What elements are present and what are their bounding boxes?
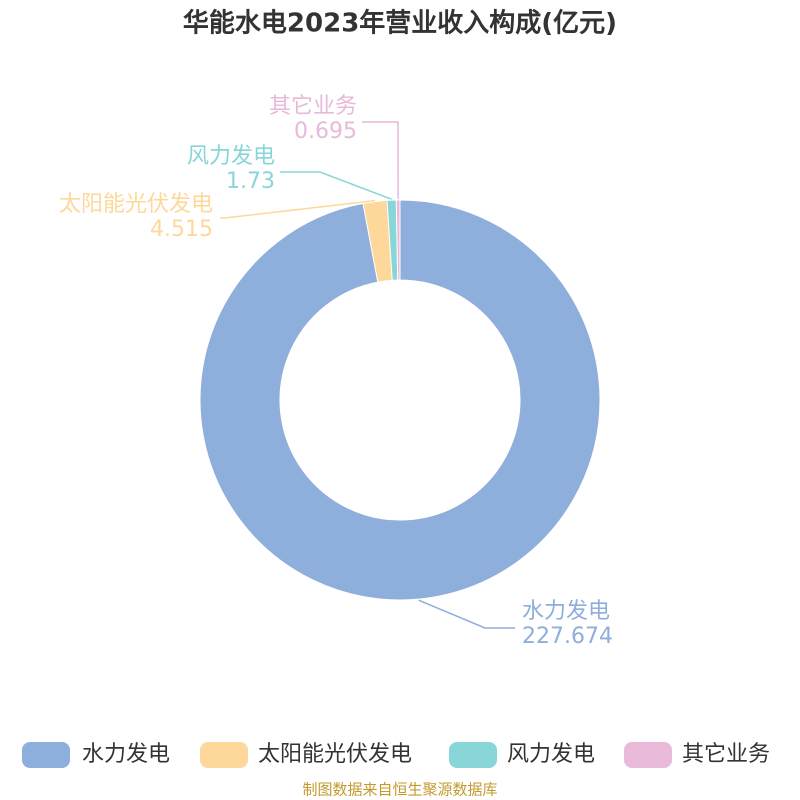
- leader-line: [220, 199, 375, 219]
- slice-value: 1.73: [226, 169, 275, 194]
- legend-swatch: [624, 742, 672, 768]
- slice-label: 其它业务: [269, 94, 357, 119]
- donut-slice: [395, 199, 401, 281]
- slice-label: 风力发电: [187, 144, 275, 169]
- slice-label: 太阳能光伏发电: [59, 192, 213, 217]
- legend-swatch: [200, 742, 248, 768]
- slice-label: 水力发电: [522, 599, 610, 624]
- slice-value: 4.515: [150, 217, 213, 242]
- source-note: 制图数据来自恒生聚源数据库: [302, 781, 497, 799]
- slice-value: 0.695: [294, 119, 357, 144]
- leader-line: [280, 171, 392, 200]
- slice-value: 227.674: [522, 624, 613, 649]
- leader-line: [418, 599, 515, 629]
- legend-label: 其它业务: [682, 742, 770, 767]
- chart-title: 华能水电2023年营业收入构成(亿元): [183, 8, 617, 39]
- legend-label: 太阳能光伏发电: [258, 742, 412, 767]
- donut-slice: [199, 199, 601, 601]
- legend-swatch: [449, 742, 497, 768]
- legend-label: 风力发电: [507, 742, 595, 767]
- legend-swatch: [22, 742, 70, 768]
- leader-line: [362, 121, 399, 200]
- legend-label: 水力发电: [82, 742, 170, 767]
